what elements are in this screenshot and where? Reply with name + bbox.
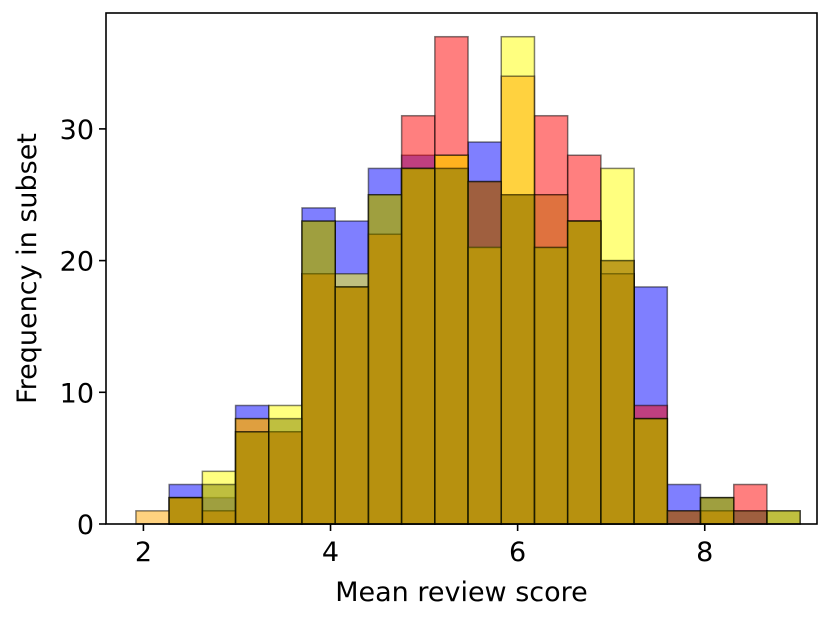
y-tick-label: 0: [77, 510, 94, 541]
histogram-bar: [633, 417, 669, 525]
histogram-bar: [732, 510, 768, 525]
histogram-bar: [201, 483, 237, 525]
histogram-bar: [434, 167, 469, 525]
y-tick-label: 30: [60, 115, 94, 146]
x-tick-label: 4: [322, 537, 339, 568]
y-tick-label: 20: [60, 247, 94, 278]
histogram-bar: [135, 510, 170, 525]
x-tick-label: 2: [135, 537, 152, 568]
series-4: [168, 167, 801, 525]
x-tick-label: 8: [696, 537, 713, 568]
histogram-bar: [367, 193, 403, 525]
x-axis-label: Mean review score: [335, 577, 588, 608]
bars-layer: [135, 35, 801, 525]
histogram-bar: [566, 220, 602, 525]
histogram-bar: [301, 220, 336, 525]
histogram-bar: [467, 180, 503, 525]
x-tick-label: 6: [509, 537, 526, 568]
histogram-bar: [533, 246, 569, 525]
histogram-bar: [268, 417, 303, 525]
histogram-bar: [600, 259, 635, 525]
histogram-bar: [766, 510, 801, 525]
histogram-bar: [666, 510, 702, 525]
y-tick-label: 10: [60, 378, 94, 409]
y-axis-label: Frequency in subset: [12, 133, 43, 404]
histogram-bar: [234, 431, 270, 525]
ticks-layer: 2 4 6 8 0 10 20 30: [60, 115, 714, 568]
histogram-bar: [500, 193, 536, 525]
histogram-bar: [699, 496, 735, 525]
histogram-bar: [334, 286, 370, 525]
histogram-bar: [168, 496, 204, 525]
histogram-bar: [400, 167, 436, 525]
plot-frame: [105, 12, 818, 525]
